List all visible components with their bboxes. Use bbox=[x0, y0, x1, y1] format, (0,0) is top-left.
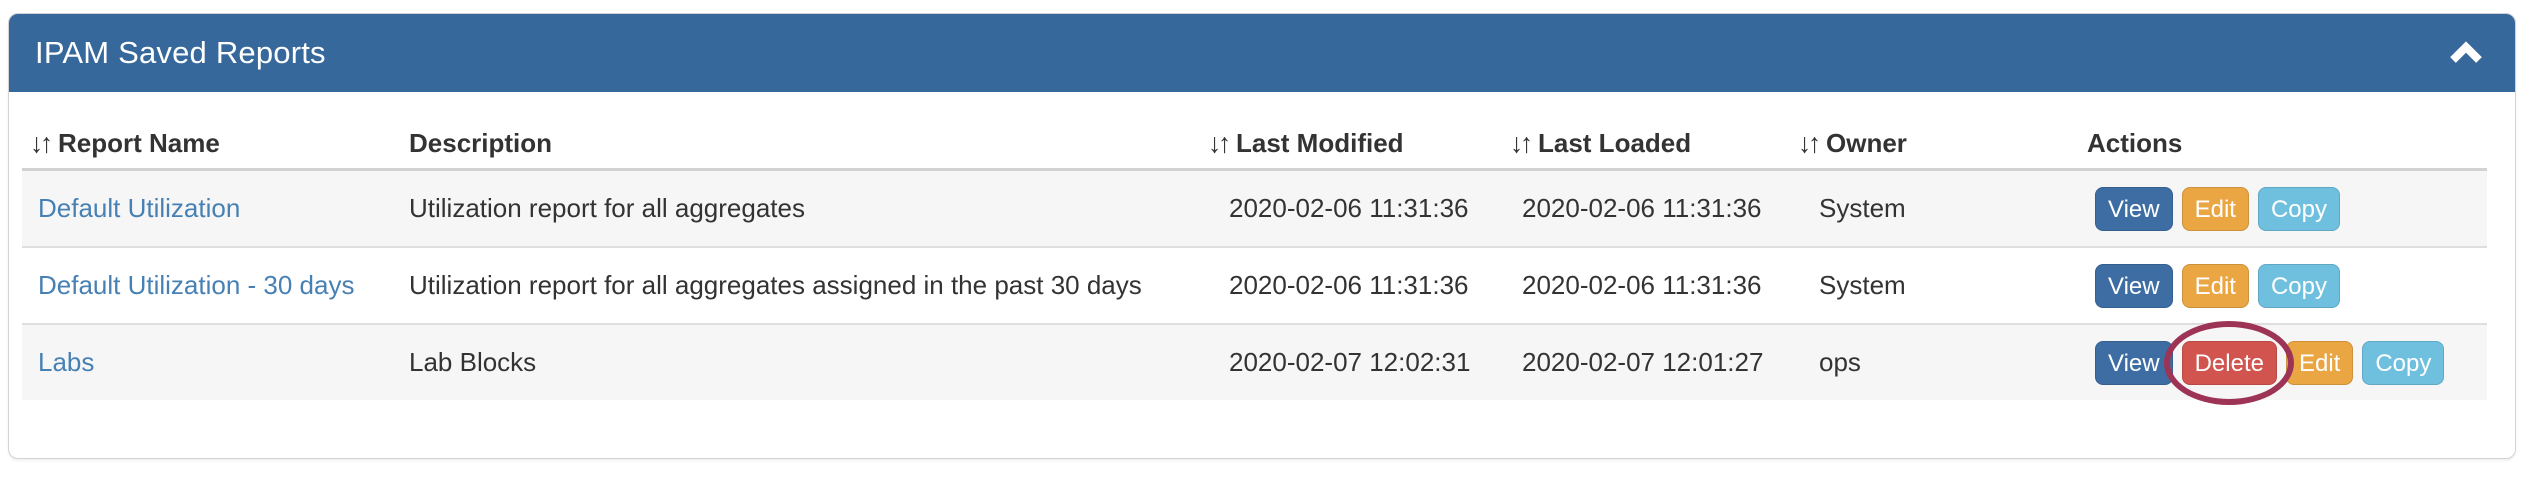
report-name-link[interactable]: Labs bbox=[38, 347, 95, 377]
column-header-owner[interactable]: ↓↑ Owner bbox=[1790, 92, 2079, 171]
delete-button[interactable]: Delete bbox=[2181, 340, 2277, 385]
column-header-label: Description bbox=[409, 128, 553, 158]
column-header-label: Last Modified bbox=[1236, 128, 1404, 158]
column-header-report-name[interactable]: ↓↑ Report Name bbox=[22, 92, 401, 171]
table-row: Default Utilization Utilization report fo… bbox=[22, 169, 2487, 248]
report-name-link[interactable]: Default Utilization bbox=[38, 193, 241, 223]
edit-button-wrap: Edit bbox=[2285, 340, 2354, 385]
last-loaded-cell: 2020-02-06 11:31:36 bbox=[1522, 193, 1762, 223]
edit-button-wrap: Edit bbox=[2181, 186, 2249, 231]
view-button[interactable]: View bbox=[2095, 186, 2173, 231]
actions-cell: View Edit Copy bbox=[2079, 246, 2487, 324]
description-cell: Utilization report for all aggregates as… bbox=[401, 246, 1200, 324]
view-button-wrap: View bbox=[2095, 186, 2173, 231]
sort-icon: ↓↑ bbox=[1208, 127, 1231, 159]
copy-button-wrap: Copy bbox=[2257, 186, 2340, 231]
copy-button-wrap: Copy bbox=[2257, 263, 2340, 308]
sort-icon: ↓↑ bbox=[30, 127, 53, 159]
description-cell: Utilization report for all aggregates bbox=[409, 193, 805, 223]
owner-cell: System bbox=[1819, 193, 1906, 223]
view-button-wrap: View bbox=[2095, 340, 2173, 385]
delete-button-wrap: Delete bbox=[2164, 320, 2295, 405]
ipam-saved-reports-panel: IPAM Saved Reports ↓↑ Report Name Descript… bbox=[8, 13, 2516, 459]
panel-body: ↓↑ Report Name Description ↓↑ Last Modified ↓… bbox=[9, 92, 2515, 405]
column-header-label: Actions bbox=[2087, 128, 2183, 158]
report-name-link[interactable]: Default Utilization - 30 days bbox=[38, 270, 355, 300]
table-row: Labs Lab Blocks 2020-02-07 12:02:31 2020-02… bbox=[22, 320, 2487, 405]
table-row: Default Utilization - 30 days Utilization… bbox=[22, 246, 2487, 324]
table-header-row: ↓↑ Report Name Description ↓↑ Last Modified ↓… bbox=[22, 92, 2487, 171]
column-header-description: Description bbox=[401, 92, 1200, 171]
saved-reports-table: ↓↑ Report Name Description ↓↑ Last Modified ↓… bbox=[22, 92, 2487, 405]
panel-title: IPAM Saved Reports bbox=[35, 35, 326, 70]
last-modified-cell: 2020-02-06 11:31:36 bbox=[1229, 193, 1469, 223]
edit-button[interactable]: Edit bbox=[2285, 340, 2354, 385]
report-name-cell: Default Utilization bbox=[22, 170, 401, 248]
column-header-last-modified[interactable]: ↓↑ Last Modified bbox=[1200, 92, 1502, 171]
actions-cell: View Edit Copy bbox=[2079, 170, 2487, 248]
sort-icon: ↓↑ bbox=[1510, 127, 1533, 159]
view-button-wrap: View bbox=[2095, 263, 2173, 308]
copy-button[interactable]: Copy bbox=[2257, 186, 2340, 231]
edit-button-wrap: Edit bbox=[2181, 263, 2249, 308]
column-header-actions: Actions bbox=[2079, 92, 2487, 171]
report-table-body: Default Utilization Utilization report fo… bbox=[22, 169, 2487, 405]
edit-button[interactable]: Edit bbox=[2181, 263, 2249, 308]
column-header-label: Last Loaded bbox=[1538, 128, 1692, 158]
edit-button[interactable]: Edit bbox=[2181, 186, 2249, 231]
chevron-up-icon[interactable] bbox=[2449, 41, 2483, 65]
panel-header[interactable]: IPAM Saved Reports bbox=[9, 14, 2515, 92]
column-header-label: Report Name bbox=[58, 128, 220, 158]
last-modified-cell: 2020-02-06 11:31:36 bbox=[1200, 246, 1502, 324]
copy-button[interactable]: Copy bbox=[2257, 263, 2340, 308]
column-header-label: Owner bbox=[1826, 128, 1907, 158]
view-button[interactable]: View bbox=[2095, 340, 2173, 385]
sort-icon: ↓↑ bbox=[1798, 127, 1821, 159]
report-name-cell: Labs bbox=[22, 323, 401, 400]
owner-cell: ops bbox=[1790, 323, 2079, 400]
view-button[interactable]: View bbox=[2095, 263, 2173, 308]
owner-cell: System bbox=[1790, 246, 2079, 324]
column-header-last-loaded[interactable]: ↓↑ Last Loaded bbox=[1502, 92, 1790, 171]
actions-cell: View Delete Edit Copy bbox=[2079, 320, 2487, 405]
copy-button[interactable]: Copy bbox=[2362, 340, 2445, 385]
last-loaded-cell: 2020-02-07 12:01:27 bbox=[1502, 323, 1790, 400]
last-modified-cell: 2020-02-07 12:02:31 bbox=[1200, 323, 1502, 400]
description-cell: Lab Blocks bbox=[401, 323, 1200, 400]
report-name-cell: Default Utilization - 30 days bbox=[22, 246, 401, 324]
copy-button-wrap: Copy bbox=[2362, 340, 2445, 385]
last-loaded-cell: 2020-02-06 11:31:36 bbox=[1502, 246, 1790, 324]
